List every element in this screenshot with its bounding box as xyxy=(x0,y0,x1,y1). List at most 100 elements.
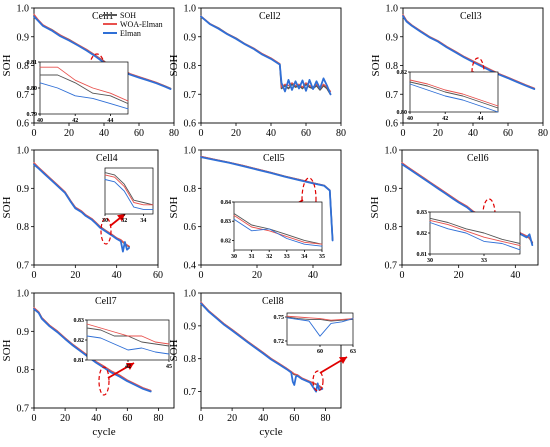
y-tick-label: 1.0 xyxy=(17,289,30,300)
x-tick-label: 40 xyxy=(258,413,268,424)
y-tick-label: 1.0 xyxy=(386,4,399,15)
x-tick-label: 20 xyxy=(252,270,262,281)
cell-title: Cell3 xyxy=(460,11,482,22)
x-tick-label: 0 xyxy=(32,270,37,281)
inset-series-elman xyxy=(429,222,521,251)
y-tick-label: 0.7 xyxy=(17,90,30,101)
chart-panel-5: 0 20 40 0.4 0.6 0.8 1.0 SOH Cell5 30 31 32 33 34 35 0.8… xyxy=(168,146,342,281)
inset-series-elman xyxy=(286,317,354,337)
inset-x-tick-label: 63 xyxy=(350,349,356,355)
cell-title: Cell8 xyxy=(262,296,284,307)
x-tick-label: 0 xyxy=(199,413,204,424)
plot-frame xyxy=(33,292,175,409)
y-tick-label: 0.9 xyxy=(184,32,197,43)
chart-panel-2: 0 20 40 60 80 0.6 0.7 0.8 0.9 1.0 SOH Cell2 xyxy=(168,4,346,140)
cell-title: Cell2 xyxy=(259,11,281,22)
series-woa-elman xyxy=(200,15,332,93)
x-tick-label: 0 xyxy=(199,270,204,281)
inset-x-tick-label: 30 xyxy=(231,254,237,260)
legend-entry: WOA-Elman xyxy=(120,20,163,29)
zoom-region-ellipse xyxy=(100,217,112,245)
inset-y-tick-label: 0.81 xyxy=(417,252,428,258)
y-tick-label: 0.7 xyxy=(385,261,398,272)
x-tick-label: 80 xyxy=(153,413,163,424)
x-tick-label: 20 xyxy=(70,270,80,281)
x-tick-label: 80 xyxy=(538,128,548,139)
x-tick-label: 20 xyxy=(60,413,70,424)
arrow-head xyxy=(125,363,134,370)
zoom-arrow xyxy=(109,213,126,227)
legend-entry: Elman xyxy=(120,29,141,38)
y-axis-label: SOH xyxy=(1,339,13,361)
plot-frame xyxy=(200,149,342,266)
y-tick-label: 0.7 xyxy=(184,90,197,101)
inset-x-tick-label: 42 xyxy=(72,118,78,124)
inset-x-tick-label: 30 xyxy=(102,218,108,224)
inset-series-elman xyxy=(104,179,154,210)
inset-x-tick-label: 35 xyxy=(319,254,325,260)
arrow-head xyxy=(117,214,125,222)
inset-x-tick-label: 34 xyxy=(301,254,307,260)
inset-y-tick-label: 0.81 xyxy=(74,358,85,364)
y-tick-label: 0.7 xyxy=(17,261,30,272)
plot-frame xyxy=(200,7,342,124)
inset-y-tick-label: 0.84 xyxy=(221,200,232,206)
x-tick-label: 40 xyxy=(112,270,122,281)
y-axis-label: SOH xyxy=(1,196,13,218)
inset-series-soh xyxy=(429,217,521,244)
x-tick-label: 40 xyxy=(308,270,318,281)
inset-x-tick-label: 34 xyxy=(140,218,146,224)
inset-series-elman xyxy=(39,82,129,110)
inset-y-tick-label: 0.79 xyxy=(27,112,38,118)
x-tick-label: 60 xyxy=(503,128,513,139)
inset-y-tick-label: 0.81 xyxy=(27,60,38,66)
x-tick-label: 20 xyxy=(64,128,74,139)
y-tick-label: 0.8 xyxy=(184,354,197,365)
x-tick-label: 60 xyxy=(153,270,163,281)
zoom-inset: 60 63 0.72 0.75 xyxy=(274,312,356,355)
x-tick-label: 0 xyxy=(32,413,37,424)
x-tick-label: 80 xyxy=(169,128,179,139)
x-tick-label: 0 xyxy=(401,128,406,139)
inset-x-tick-label: 60 xyxy=(317,349,323,355)
inset-y-tick-label: 0.82 xyxy=(397,70,408,76)
inset-series-elman xyxy=(86,335,170,355)
y-tick-label: 0.8 xyxy=(386,61,399,72)
x-tick-label: 20 xyxy=(454,270,464,281)
y-tick-label: 0.4 xyxy=(184,261,197,272)
x-tick-label: 0 xyxy=(400,270,405,281)
inset-y-tick-label: 0.83 xyxy=(221,219,232,225)
inset-frame xyxy=(233,201,323,251)
x-axis-label: cycle xyxy=(259,426,282,438)
y-tick-label: 0.8 xyxy=(17,365,30,376)
y-tick-label: 1.0 xyxy=(184,289,197,300)
cell-title: Cell4 xyxy=(96,153,118,164)
y-tick-label: 0.9 xyxy=(184,321,197,332)
y-tick-label: 0.8 xyxy=(385,222,398,233)
y-tick-label: 0.8 xyxy=(17,222,30,233)
inset-y-tick-label: 0.80 xyxy=(397,110,408,116)
series-elman xyxy=(200,156,334,242)
y-tick-label: 0.9 xyxy=(386,32,399,43)
inset-series-soh xyxy=(104,172,154,206)
inset-series-woa-elman xyxy=(104,174,154,206)
cell-title: Cell5 xyxy=(263,153,285,164)
y-tick-label: 1.0 xyxy=(385,146,398,157)
y-axis-label: SOH xyxy=(168,339,180,361)
plot-frame xyxy=(200,292,342,409)
inset-y-tick-label: 0.82 xyxy=(221,238,232,244)
y-tick-label: 1.0 xyxy=(184,146,197,157)
inset-series-elman xyxy=(233,218,323,247)
x-tick-label: 0 xyxy=(32,128,37,139)
inset-x-tick-label: 31 xyxy=(249,254,255,260)
zoom-inset: 40 42 44 0.80 0.82 xyxy=(397,70,499,122)
y-axis-label: SOH xyxy=(168,54,180,76)
y-tick-label: 0.6 xyxy=(17,119,30,130)
x-tick-label: 80 xyxy=(320,413,330,424)
x-tick-label: 40 xyxy=(266,128,276,139)
y-tick-label: 0.6 xyxy=(184,222,197,233)
arrow-head xyxy=(338,357,347,365)
